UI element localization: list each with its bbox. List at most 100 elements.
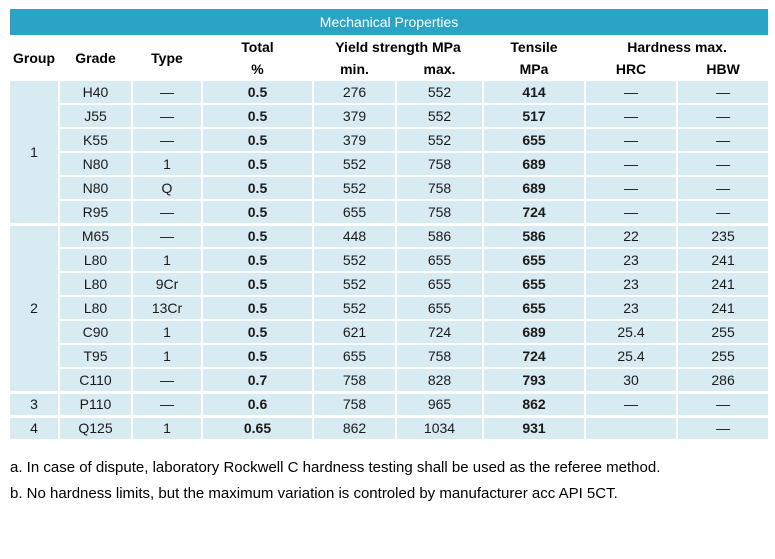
total-cell: 0.5 bbox=[201, 295, 314, 321]
yield-max-cell: 758 bbox=[395, 151, 484, 177]
tensile-cell: 793 bbox=[482, 367, 586, 393]
yield-min-cell: 552 bbox=[312, 175, 397, 201]
type-cell: 9Cr bbox=[131, 271, 203, 297]
type-cell: — bbox=[131, 367, 203, 393]
col-header-yield-max: max. bbox=[395, 57, 484, 81]
hrc-cell: — bbox=[584, 390, 678, 417]
tensile-cell: 724 bbox=[482, 343, 586, 369]
type-cell: — bbox=[131, 79, 203, 105]
total-cell: 0.5 bbox=[201, 319, 314, 345]
grade-cell: L80 bbox=[58, 247, 133, 273]
header-row-1: Group Grade Type Total Yield strength MP… bbox=[8, 35, 771, 81]
yield-min-cell: 621 bbox=[312, 319, 397, 345]
grade-cell: L80 bbox=[58, 295, 133, 321]
group-cell: 2 bbox=[8, 222, 60, 393]
yield-max-cell: 758 bbox=[395, 343, 484, 369]
hrc-cell: 23 bbox=[584, 271, 678, 297]
table-row: L80 9Cr 0.5 552 655 655 23 241 bbox=[9, 271, 771, 297]
hrc-cell: — bbox=[584, 175, 678, 201]
total-cell: 0.5 bbox=[201, 103, 314, 129]
type-cell: 1 bbox=[131, 247, 203, 273]
col-header-group: Group bbox=[8, 35, 60, 81]
total-cell: 0.65 bbox=[201, 414, 314, 441]
col-header-total: Total bbox=[201, 35, 314, 59]
yield-min-cell: 552 bbox=[312, 247, 397, 273]
col-header-hbw: HBW bbox=[675, 57, 771, 81]
hbw-cell: — bbox=[675, 79, 771, 105]
col-header-yield-strength: Yield strength MPa bbox=[312, 35, 484, 59]
hbw-cell: — bbox=[675, 127, 771, 153]
hbw-cell: 255 bbox=[675, 343, 771, 369]
group-cell: 1 bbox=[8, 79, 60, 225]
total-cell: 0.5 bbox=[201, 151, 314, 177]
grade-cell: K55 bbox=[58, 127, 133, 153]
grade-cell: N80 bbox=[58, 151, 133, 177]
table-row: R95—0.5 655 758 724— — bbox=[9, 199, 771, 225]
hrc-cell: 25.4 bbox=[584, 343, 678, 369]
hrc-cell: — bbox=[584, 151, 678, 177]
grade-cell: N80 bbox=[58, 175, 133, 201]
tensile-cell: 862 bbox=[482, 390, 586, 417]
type-cell: 1 bbox=[131, 343, 203, 369]
total-cell: 0.5 bbox=[201, 222, 314, 249]
group-cell: 3 bbox=[8, 390, 60, 417]
tensile-cell: 689 bbox=[482, 151, 586, 177]
yield-min-cell: 276 bbox=[312, 79, 397, 105]
col-header-type: Type bbox=[131, 35, 203, 81]
col-header-hardness: Hardness max. bbox=[583, 35, 771, 59]
col-header-tensile: Tensile bbox=[482, 35, 586, 59]
grade-cell: H40 bbox=[58, 79, 133, 105]
title-row: Mechanical Properties bbox=[7, 7, 771, 37]
tensile-cell: 655 bbox=[482, 127, 586, 153]
total-cell: 0.5 bbox=[201, 175, 314, 201]
tensile-cell: 414 bbox=[482, 79, 586, 105]
hbw-cell: — bbox=[675, 103, 771, 129]
total-cell: 0.5 bbox=[201, 247, 314, 273]
tensile-cell: 586 bbox=[482, 222, 586, 249]
type-cell: — bbox=[131, 222, 203, 249]
col-header-tensile-unit: MPa bbox=[482, 57, 586, 81]
hbw-cell: 241 bbox=[675, 271, 771, 297]
type-cell: — bbox=[131, 199, 203, 225]
table-row: J55—0.5 379 552 517— — bbox=[9, 103, 771, 129]
type-cell: 1 bbox=[131, 151, 203, 177]
hrc-cell: 23 bbox=[584, 295, 678, 321]
hrc-cell: 22 bbox=[584, 222, 678, 249]
yield-min-cell: 448 bbox=[312, 222, 397, 249]
yield-min-cell: 758 bbox=[312, 390, 397, 417]
table-row: 1 H40—0.5 276 552 414— — bbox=[8, 79, 771, 225]
yield-max-cell: 552 bbox=[395, 103, 484, 129]
table-row: L80 13Cr 0.5 552 655 655 23 241 bbox=[9, 295, 771, 321]
hbw-cell: 255 bbox=[675, 319, 771, 345]
yield-max-cell: 758 bbox=[395, 175, 484, 201]
grade-cell: M65 bbox=[58, 222, 133, 249]
group-cell: 4 bbox=[8, 414, 60, 441]
grade-cell: Q125 bbox=[58, 414, 133, 441]
yield-min-cell: 552 bbox=[312, 151, 397, 177]
tensile-cell: 517 bbox=[482, 103, 586, 129]
yield-min-cell: 862 bbox=[312, 414, 397, 441]
hbw-cell: — bbox=[675, 151, 771, 177]
col-header-hrc: HRC bbox=[584, 57, 678, 81]
table-row: 2 M65—0.5 448 586 586 22 235 bbox=[8, 222, 771, 393]
type-cell: 1 bbox=[131, 319, 203, 345]
col-header-yield-min: min. bbox=[312, 57, 397, 81]
type-cell: 1 bbox=[131, 414, 203, 441]
hrc-cell: — bbox=[584, 103, 678, 129]
table-row: C90 1 0.5 621 724 689 25.4 255 bbox=[9, 319, 771, 345]
table-row: C110—0.7 758 828 793 30 286 bbox=[9, 367, 771, 393]
tensile-cell: 689 bbox=[482, 175, 586, 201]
tensile-cell: 689 bbox=[482, 319, 586, 345]
total-cell: 0.5 bbox=[201, 271, 314, 297]
yield-max-cell: 758 bbox=[395, 199, 484, 225]
hbw-cell: — bbox=[675, 390, 771, 417]
table-row: N80 1 0.5 552 758 689— — bbox=[9, 151, 771, 177]
hrc-cell: 30 bbox=[584, 367, 678, 393]
tensile-cell: 655 bbox=[482, 247, 586, 273]
yield-max-cell: 965 bbox=[395, 390, 484, 417]
header-row-2: % min. max. MPa HRC HBW bbox=[9, 57, 771, 81]
hrc-cell: 23 bbox=[584, 247, 678, 273]
hbw-cell: — bbox=[675, 175, 771, 201]
grade-cell: C110 bbox=[58, 367, 133, 393]
